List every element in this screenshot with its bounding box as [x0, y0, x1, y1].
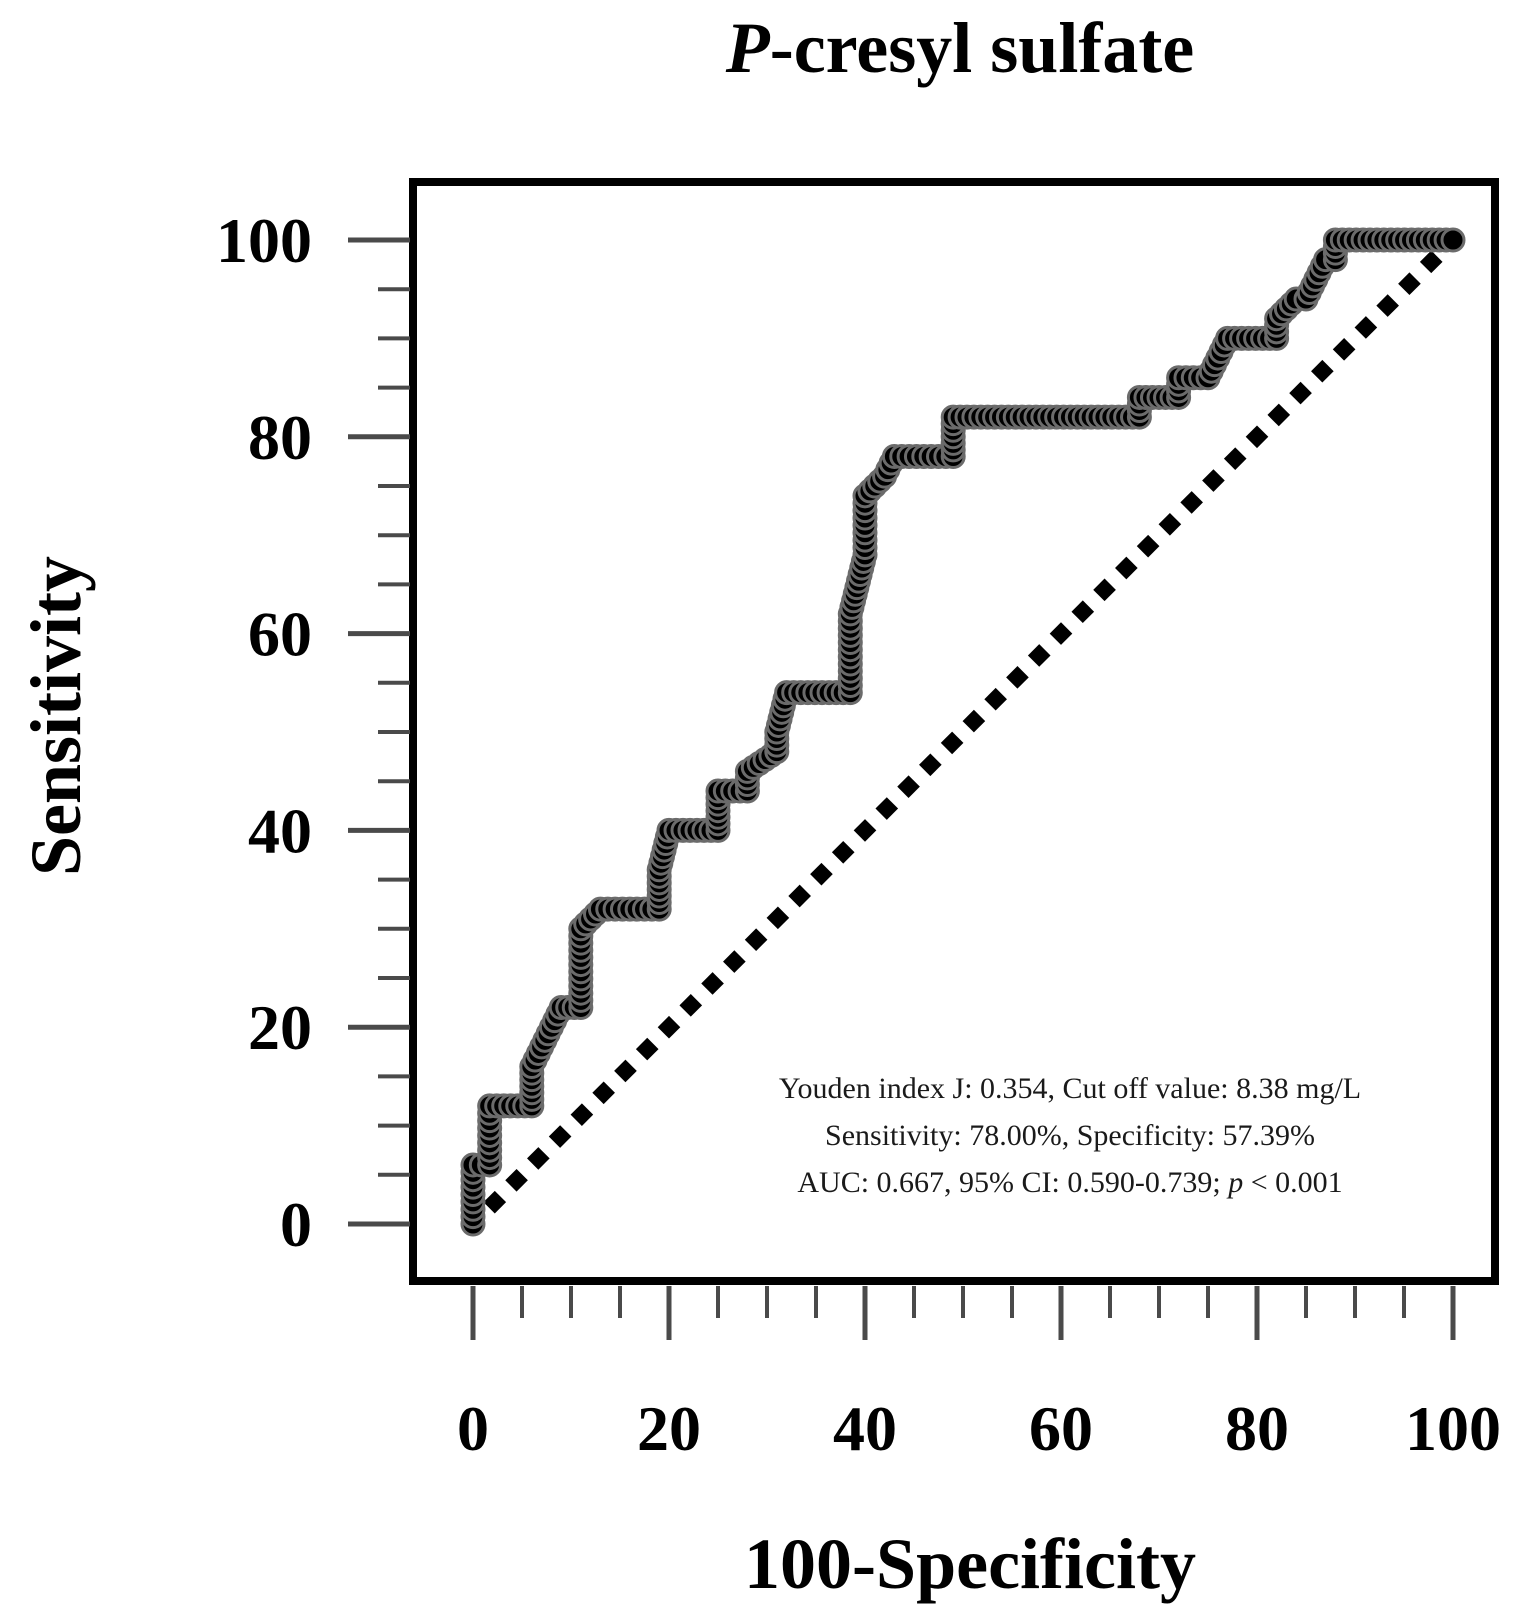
reference-dot: [570, 1103, 594, 1126]
y-axis-ticks: [348, 237, 410, 1227]
reference-dot: [984, 687, 1007, 711]
reference-dot: [614, 1059, 637, 1083]
annotation-line-3-prefix: AUC: 0.667, 95% CI: 0.590-0.739;: [797, 1166, 1228, 1199]
annotation-line-2: Sensitivity: 78.00%, Specificity: 57.39%: [825, 1119, 1315, 1152]
y-tick-label: 60: [248, 599, 312, 670]
roc-point: [1440, 227, 1466, 253]
x-tick-label: 80: [1225, 1393, 1289, 1464]
annotation-line-3-italic: p: [1226, 1166, 1243, 1199]
roc-curve-points: [460, 227, 1466, 1237]
reference-dot: [897, 775, 920, 798]
reference-dot: [548, 1125, 572, 1148]
reference-dot: [592, 1081, 615, 1105]
reference-dot: [875, 797, 899, 820]
reference-dot: [1398, 272, 1421, 296]
reference-dot: [1419, 250, 1443, 274]
x-tick-label: 100: [1405, 1393, 1501, 1464]
reference-dot: [1289, 381, 1312, 405]
plot-frame: [409, 178, 1499, 1285]
reference-dot: [1027, 644, 1051, 667]
reference-dot: [657, 1015, 681, 1039]
reference-dot: [483, 1190, 507, 1214]
annotation-line-3: AUC: 0.667, 95% CI: 0.590-0.739; p < 0.0…: [797, 1166, 1342, 1199]
x-tick-label: 0: [457, 1393, 489, 1464]
x-axis-label: 100-Specificity: [744, 1524, 1196, 1604]
reference-dot: [831, 840, 855, 864]
y-axis-tick-labels: 0 20 40 60 80 100: [216, 205, 312, 1260]
reference-dot: [1136, 534, 1160, 558]
x-axis-tick-labels: 0 20 40 60 80 100: [457, 1393, 1501, 1464]
reference-dot: [940, 731, 964, 755]
reference-dot: [1354, 316, 1378, 339]
reference-dot: [1049, 622, 1073, 645]
reference-dot: [1071, 600, 1095, 624]
reference-dot: [1376, 294, 1399, 317]
y-tick-label: 20: [248, 992, 312, 1063]
reference-dot: [766, 906, 790, 930]
annotation-line-3-suffix: < 0.001: [1243, 1166, 1342, 1199]
reference-dot: [1006, 666, 1029, 689]
y-tick-label: 100: [216, 205, 312, 276]
reference-dot: [1223, 447, 1247, 470]
reference-dot: [1115, 556, 1138, 580]
reference-dot: [679, 994, 703, 1017]
reference-dot: [1158, 512, 1182, 536]
chart-title-italic: P: [725, 8, 771, 88]
reference-dot: [788, 884, 811, 908]
y-tick-label: 40: [248, 795, 312, 866]
x-tick-label: 60: [1029, 1393, 1093, 1464]
reference-dot: [810, 862, 833, 886]
reference-dot: [1267, 403, 1291, 427]
reference-dot: [723, 950, 746, 973]
reference-dot: [962, 709, 986, 733]
reference-diagonal: [483, 250, 1443, 1214]
x-axis-ticks: [470, 1286, 1456, 1340]
x-tick-label: 40: [833, 1393, 897, 1464]
reference-dot: [1245, 425, 1269, 449]
x-tick-label: 20: [637, 1393, 701, 1464]
reference-dot: [635, 1037, 659, 1061]
reference-dot: [527, 1147, 550, 1170]
y-tick-label: 0: [280, 1189, 312, 1260]
reference-dot: [919, 753, 942, 777]
reference-dot: [701, 972, 724, 995]
reference-dot: [744, 928, 768, 952]
chart-title-rest: -cresyl sulfate: [770, 8, 1195, 88]
annotation-line-1: Youden index J: 0.354, Cut off value: 8.…: [779, 1072, 1361, 1105]
reference-dot: [505, 1168, 528, 1192]
y-axis-label: Sensitivity: [16, 556, 96, 876]
reference-dot: [1332, 338, 1356, 361]
reference-dot: [1311, 359, 1334, 383]
y-tick-label: 80: [248, 402, 312, 473]
reference-dot: [1202, 469, 1225, 492]
reference-dot: [1180, 491, 1203, 514]
reference-dot: [1093, 578, 1116, 602]
chart-title: P-cresyl sulfate: [725, 8, 1195, 88]
reference-dot: [853, 819, 877, 842]
